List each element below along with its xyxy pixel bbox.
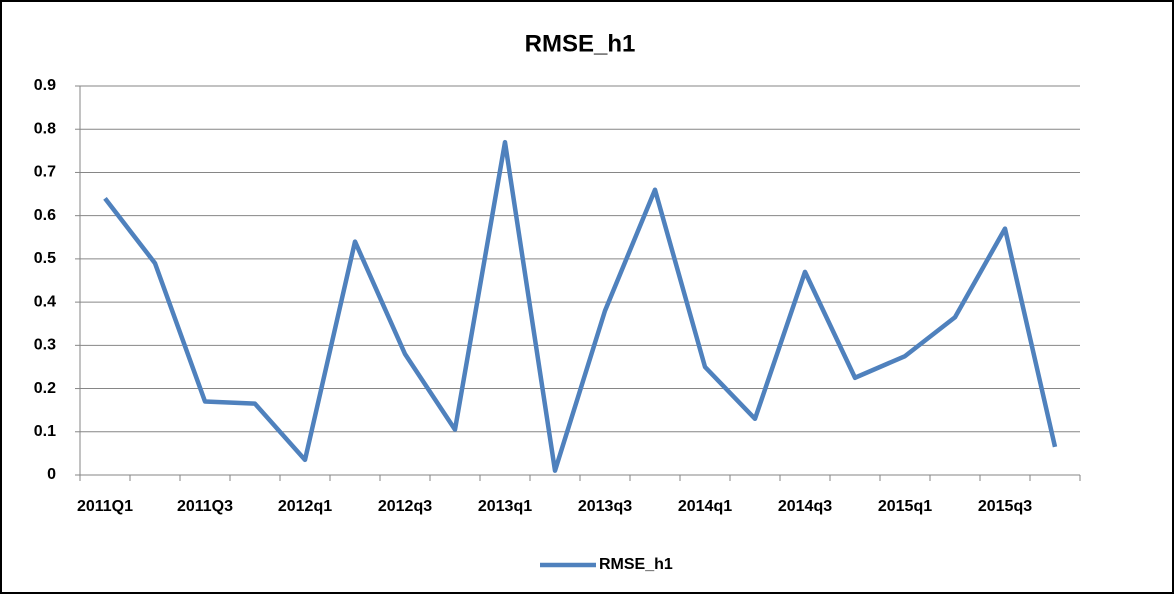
x-tick-label: 2014q3 <box>778 498 832 515</box>
y-tick-label: 0.9 <box>34 77 56 94</box>
x-tick-label: 2013q3 <box>578 498 632 515</box>
y-tick-label: 0.4 <box>34 293 56 310</box>
chart-title: RMSE_h1 <box>525 30 636 57</box>
x-tick-label: 2014q1 <box>678 498 732 515</box>
x-tick-label: 2015q3 <box>978 498 1032 515</box>
legend-label: RMSE_h1 <box>599 556 673 573</box>
x-tick-label: 2012q3 <box>378 498 432 515</box>
x-tick-label: 2011Q1 <box>77 498 133 515</box>
x-tick-label: 2013q1 <box>478 498 532 515</box>
y-tick-label: 0.3 <box>34 337 56 354</box>
y-tick-label: 0.5 <box>34 250 56 267</box>
y-tick-label: 0.6 <box>34 207 56 224</box>
y-tick-label: 0 <box>47 466 56 483</box>
x-tick-label: 2012q1 <box>278 498 332 515</box>
line-series <box>103 139 1058 473</box>
y-tick-label: 0.7 <box>34 164 56 181</box>
y-tick-label: 0.2 <box>34 380 56 397</box>
y-tick-label: 0.1 <box>34 423 56 440</box>
x-tick-label: 2011Q3 <box>177 498 233 515</box>
y-tick-label: 0.8 <box>34 120 56 137</box>
x-tick-label: 2015q1 <box>878 498 932 515</box>
